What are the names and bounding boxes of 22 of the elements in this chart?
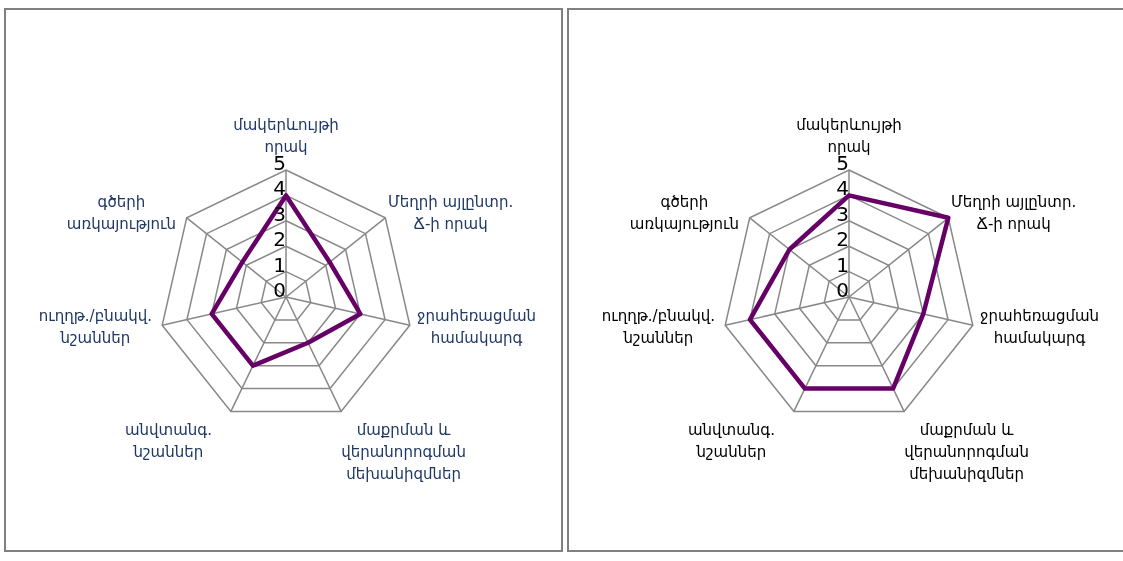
spoke-label: անվտանգ. նշաններ	[687, 420, 775, 461]
spoke-label: ջրահեռացման համակարգ	[417, 307, 537, 348]
y-tick-label: 4	[273, 176, 286, 201]
spoke-label: Մեղրի այլընտր. Ճ-ի որակ	[950, 192, 1077, 233]
spoke-label: մաքրման և վերանորոգման մեխանիզմներ	[341, 420, 466, 483]
y-tick-label: 3	[836, 201, 849, 226]
spoke-label: գծերի առկայություն	[66, 192, 177, 233]
spoke-label: մաքրման և վերանորոգման մեխանիզմներ	[904, 420, 1029, 483]
spoke-label: Մեղրի այլընտր. Ճ-ի որակ	[387, 192, 514, 233]
y-tick-label: 0	[273, 278, 286, 302]
y-tick-label: 0	[836, 278, 849, 302]
spoke-label: ուղղթ./բնակվ. նշաններ	[38, 307, 153, 348]
spoke-label: ուղղթ./բնակվ. նշաններ	[601, 307, 716, 348]
spoke-label: անվտանգ. նշաններ	[124, 420, 212, 461]
y-tick-label: 3	[273, 201, 286, 226]
y-tick-label: 4	[836, 176, 849, 201]
y-tick-label: 1	[273, 252, 286, 277]
y-tick-label: 2	[836, 227, 849, 252]
spoke-label: ջրահեռացման համակարգ	[980, 307, 1100, 348]
y-tick-label: 1	[836, 252, 849, 277]
y-tick-label: 2	[273, 227, 286, 252]
spoke-label: գծերի առկայություն	[629, 192, 740, 233]
